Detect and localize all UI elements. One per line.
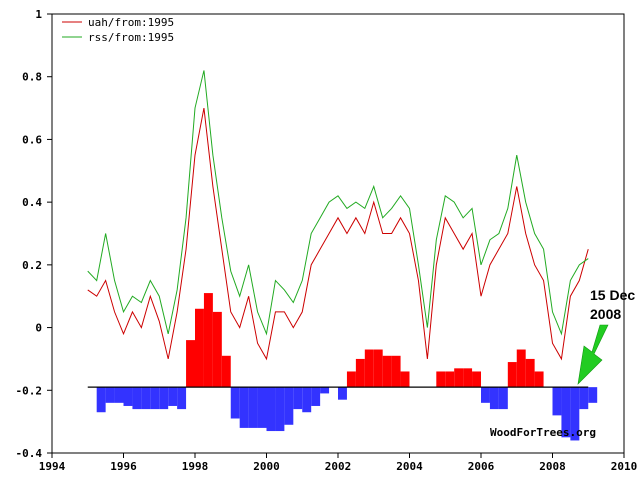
bar-28 (338, 387, 347, 400)
bar-13 (203, 293, 213, 388)
series-line-1 (87, 70, 589, 336)
bar-20 (266, 387, 276, 432)
legend-label-rss: rss/from:1995 (88, 31, 174, 44)
bar-12 (195, 308, 204, 388)
y-tick-label-6: 0.8 (22, 71, 42, 84)
bar-17 (239, 387, 249, 428)
bar-15 (221, 355, 231, 388)
bar-54 (570, 387, 580, 441)
x-tick-label-3: 2000 (253, 460, 280, 473)
bar-3 (114, 387, 124, 403)
bar-14 (212, 311, 222, 388)
bar-18 (248, 387, 258, 428)
y-tick-label-2: 0 (35, 322, 42, 335)
bar-16 (230, 387, 240, 419)
bar-26 (320, 387, 330, 394)
bar-1 (96, 387, 106, 413)
annotation-arrow (577, 324, 609, 385)
bar-22 (284, 387, 294, 425)
legend-label-uah: uah/from:1995 (88, 16, 174, 29)
credit-label: WoodForTrees.org (490, 426, 596, 439)
bar-2 (105, 387, 115, 403)
x-tick-label-4: 2002 (325, 460, 352, 473)
y-tick-label-5: 0.6 (22, 133, 42, 146)
bar-7 (150, 387, 160, 410)
bar-43 (472, 371, 481, 388)
lines-layer (87, 70, 589, 361)
annotation: 15 Dec 2008 (577, 287, 635, 385)
bar-40 (445, 371, 455, 388)
bar-45 (489, 387, 499, 410)
bar-25 (311, 387, 321, 406)
bar-31 (364, 349, 374, 388)
bar-33 (382, 355, 392, 388)
y-tick-label-7: 1 (35, 8, 42, 21)
bar-49 (525, 358, 535, 388)
annotation-line2: 2008 (590, 306, 621, 322)
bar-19 (257, 387, 267, 428)
bar-56 (588, 387, 598, 403)
annotation-line1: 15 Dec (590, 287, 635, 303)
bar-39 (436, 371, 446, 388)
bar-42 (463, 368, 473, 388)
bar-53 (561, 387, 571, 438)
bar-34 (391, 355, 401, 388)
bar-29 (346, 371, 356, 388)
bar-21 (275, 387, 285, 432)
bar-8 (159, 387, 169, 410)
x-tick-label-6: 2006 (468, 460, 495, 473)
bar-35 (400, 371, 410, 388)
ticks-layer: 1994 1996 1998 2000 2002 2004 2006 2008 2010 -0.4… (16, 8, 638, 473)
bar-32 (373, 349, 383, 388)
x-tick-label-7: 2008 (539, 460, 566, 473)
series-line-0 (87, 107, 589, 361)
bar-23 (293, 387, 303, 410)
legend: uah/from:1995 rss/from:1995 (62, 16, 174, 44)
y-tick-label-1: -0.2 (16, 384, 43, 397)
bar-44 (481, 387, 490, 403)
bar-55 (579, 387, 589, 410)
bar-5 (132, 387, 142, 410)
bar-6 (141, 387, 151, 410)
bar-48 (516, 349, 526, 388)
x-tick-label-8: 2010 (611, 460, 638, 473)
y-tick-label-4: 0.4 (22, 196, 42, 209)
y-tick-label-3: 0.2 (22, 259, 42, 272)
bar-47 (507, 362, 517, 388)
bar-52 (552, 387, 562, 416)
bar-41 (454, 368, 464, 388)
bars-layer (96, 293, 598, 441)
y-tick-label-0: -0.4 (16, 447, 43, 460)
x-tick-label-2: 1998 (182, 460, 209, 473)
x-tick-label-5: 2004 (396, 460, 423, 473)
bar-30 (355, 358, 365, 388)
x-tick-label-1: 1996 (110, 460, 137, 473)
bar-24 (302, 387, 312, 413)
bar-11 (186, 340, 195, 388)
bar-4 (123, 387, 133, 406)
x-tick-label-0: 1994 (39, 460, 66, 473)
bar-9 (168, 387, 178, 406)
bar-50 (534, 371, 544, 388)
bar-10 (177, 387, 187, 410)
bar-46 (498, 387, 508, 410)
